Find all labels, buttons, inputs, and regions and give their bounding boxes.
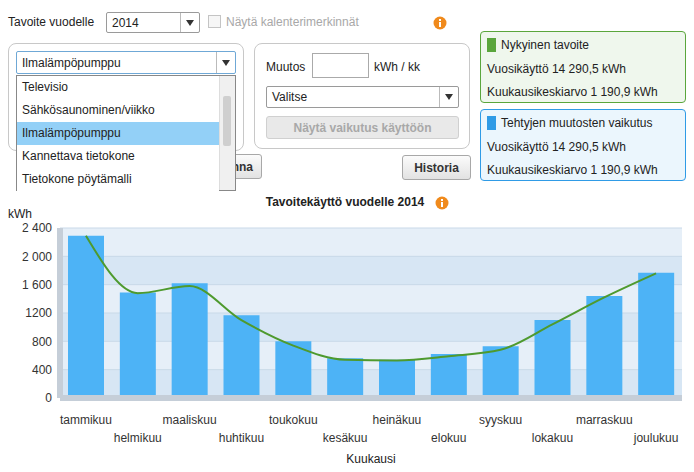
html-text:Vuosikäyttö 14 290,5 kWh: Vuosikäyttö 14 290,5 kWh	[487, 140, 626, 154]
svg-text:2 400: 2 400	[22, 221, 52, 235]
svg-text:400: 400	[32, 363, 52, 377]
svg-text:huhtikuu: huhtikuu	[219, 431, 264, 445]
svg-text:800: 800	[32, 335, 52, 349]
html-text:Valitse: Valitse	[272, 90, 308, 104]
html-text:Tehtyjen muutosten vaikutus: Tehtyjen muutosten vaikutus	[501, 116, 653, 130]
svg-text:2 000: 2 000	[22, 250, 52, 264]
html-text:Tavoitekäyttö vuodelle 2014: Tavoitekäyttö vuodelle 2014	[265, 195, 425, 209]
html-text:Nykyinen tavoite: Nykyinen tavoite	[501, 38, 589, 52]
svg-text:joulukuu: joulukuu	[633, 431, 679, 445]
html-text:Muutos: Muutos	[266, 60, 306, 74]
svg-text:maaliskuu: maaliskuu	[163, 413, 217, 427]
svg-text:0: 0	[45, 391, 52, 405]
svg-text:1200: 1200	[25, 306, 52, 320]
svg-text:helmikuu: helmikuu	[114, 431, 162, 445]
html-text:Kuukausikeskiarvo 1 190,9 kWh: Kuukausikeskiarvo 1 190,9 kWh	[487, 163, 658, 177]
html-text:Kannettava tietokone: Kannettava tietokone	[22, 149, 135, 163]
html-text:Tavoite vuodelle: Tavoite vuodelle	[8, 15, 95, 29]
html-text:Näytä kalenterimerkinnät: Näytä kalenterimerkinnät	[226, 15, 359, 29]
html-text:Kuukausi: Kuukausi	[346, 452, 396, 466]
html-text:kWh: kWh	[8, 207, 32, 221]
svg-text:kesäkuu: kesäkuu	[323, 431, 368, 445]
svg-text:tammikuu: tammikuu	[60, 413, 112, 427]
html-text:Ilmalämpöpumppu: Ilmalämpöpumppu	[22, 126, 121, 140]
html-text:Tietokone pöytämalli: Tietokone pöytämalli	[22, 172, 132, 186]
html-text:Näytä vaikutus käyttöön: Näytä vaikutus käyttöön	[293, 120, 432, 135]
svg-text:toukokuu: toukokuu	[269, 413, 318, 427]
svg-text:lokakuu: lokakuu	[532, 431, 573, 445]
html-text:2014: 2014	[112, 15, 139, 30]
html-text:Vuosikäyttö 14 290,5 kWh: Vuosikäyttö 14 290,5 kWh	[487, 62, 626, 76]
html-text:Kuukausikeskiarvo 1 190,9 kWh: Kuukausikeskiarvo 1 190,9 kWh	[487, 85, 658, 99]
html-text:kWh / kk: kWh / kk	[374, 60, 420, 74]
svg-text:syyskuu: syyskuu	[479, 413, 522, 427]
html-text:nna: nna	[231, 159, 253, 174]
svg-text:elokuu: elokuu	[431, 431, 466, 445]
html-text:Televisio: Televisio	[22, 80, 68, 94]
svg-text:heinäkuu: heinäkuu	[373, 413, 422, 427]
svg-text:1 600: 1 600	[22, 278, 52, 292]
html-text:Sähkösaunominen/viikko: Sähkösaunominen/viikko	[22, 103, 155, 117]
html-text:Historia: Historia	[414, 160, 459, 175]
html-text:Ilmalämpöpumppu: Ilmalämpöpumppu	[22, 55, 121, 70]
svg-text:marraskuu: marraskuu	[576, 413, 633, 427]
